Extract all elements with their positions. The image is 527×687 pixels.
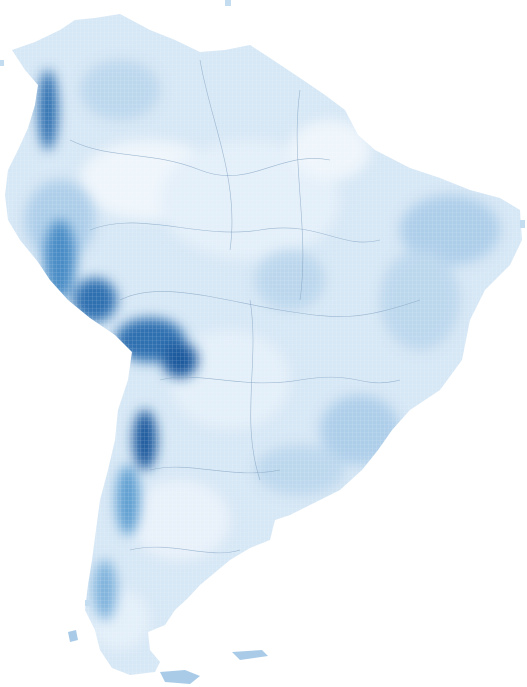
southern-islands xyxy=(68,630,268,684)
coastal-fragments xyxy=(0,0,525,606)
boundary-lines xyxy=(69,59,421,554)
